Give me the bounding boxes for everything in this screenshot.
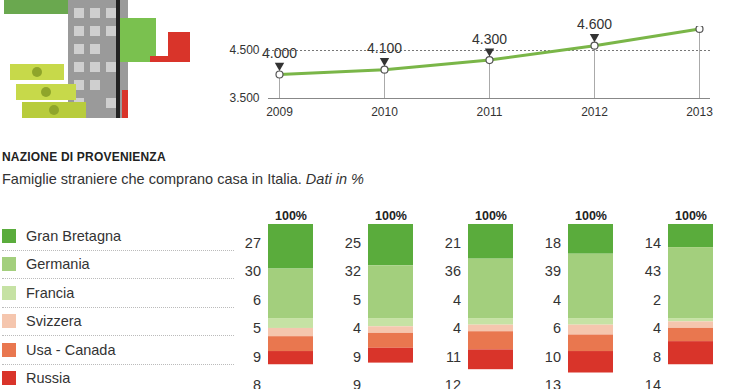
html-text:Russia: Russia: [26, 370, 71, 387]
html-text:Usa - Canada: Usa - Canada: [26, 341, 116, 358]
svg-text:13: 13: [545, 377, 561, 389]
svg-text:2: 2: [653, 292, 661, 308]
svg-text:21: 21: [445, 235, 461, 251]
svg-text:4.300: 4.300: [472, 31, 507, 47]
svg-text:12: 12: [445, 377, 461, 389]
svg-text:100%: 100%: [475, 209, 507, 223]
html-text:Francia: Francia: [26, 284, 75, 301]
svg-text:9: 9: [353, 377, 361, 389]
svg-text:39: 39: [545, 263, 561, 279]
svg-text:11: 11: [446, 349, 461, 365]
svg-text:30: 30: [245, 263, 261, 279]
html-text:Svizzera: Svizzera: [26, 313, 82, 330]
svg-text:27: 27: [245, 235, 261, 251]
html-text:NAZIONE DI PROVENIENZA: NAZIONE DI PROVENIENZA: [2, 150, 166, 164]
svg-text:4.100: 4.100: [367, 40, 402, 56]
svg-text:6: 6: [253, 292, 261, 308]
svg-text:43: 43: [645, 263, 661, 279]
svg-text:4.000: 4.000: [262, 45, 297, 61]
svg-text:8: 8: [653, 349, 661, 365]
svg-text:100%: 100%: [275, 209, 307, 223]
svg-text:14: 14: [645, 377, 661, 389]
html-text:Gran Bretagna: Gran Bretagna: [26, 227, 122, 244]
svg-text:4.600: 4.600: [577, 16, 612, 32]
svg-text:2009: 2009: [266, 105, 293, 119]
svg-text:10: 10: [545, 349, 561, 365]
svg-text:2010: 2010: [371, 105, 398, 119]
html-text:Famiglie straniere che compran: Famiglie straniere che comprano casa in …: [2, 171, 364, 187]
svg-text:14: 14: [645, 235, 661, 251]
svg-text:2012: 2012: [581, 105, 608, 119]
svg-text:2013: 2013: [686, 105, 713, 119]
svg-text:32: 32: [345, 263, 361, 279]
svg-text:4: 4: [453, 292, 461, 308]
svg-text:100%: 100%: [675, 209, 707, 223]
svg-text:100%: 100%: [575, 209, 607, 223]
svg-text:9: 9: [353, 349, 361, 365]
svg-text:5: 5: [353, 292, 361, 308]
svg-text:36: 36: [445, 263, 461, 279]
svg-text:4: 4: [353, 320, 361, 336]
svg-text:4: 4: [553, 292, 561, 308]
svg-text:2011: 2011: [477, 105, 503, 119]
html-text:Germania: Germania: [26, 256, 90, 273]
svg-text:4: 4: [453, 320, 461, 336]
svg-text:5: 5: [253, 320, 261, 336]
svg-text:6: 6: [553, 320, 561, 336]
svg-text:4: 4: [653, 320, 661, 336]
svg-text:4.500: 4.500: [229, 43, 259, 57]
svg-text:18: 18: [545, 235, 561, 251]
svg-text:8: 8: [253, 377, 261, 389]
svg-text:25: 25: [345, 235, 361, 251]
svg-text:9: 9: [253, 349, 261, 365]
svg-text:100%: 100%: [375, 209, 407, 223]
svg-text:3.500: 3.500: [229, 91, 259, 105]
